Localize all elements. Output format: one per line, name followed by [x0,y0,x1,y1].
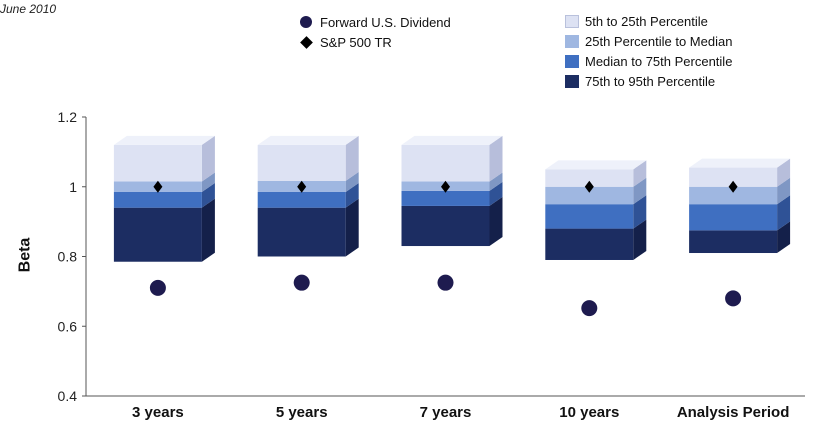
box-top-face [545,160,647,170]
box-side-face [201,172,215,192]
y-tick-label: 1 [69,179,77,195]
dividend-dot-marker [149,279,166,296]
box-side-face [777,177,791,205]
box-segment [689,230,778,254]
box-side-face [489,135,503,182]
legend-item-band-4: 75th to 95th Percentile [565,71,732,91]
legend-item-band-2: 25th Percentile to Median [565,31,732,51]
box-segment [113,144,202,182]
box-segment [689,204,778,231]
dividend-dot-marker [293,274,310,291]
x-category-label: 7 years [420,404,472,421]
box-side-face [489,181,503,206]
dividend-dot-marker [437,274,454,291]
dividend-dot-marker [581,300,598,317]
box-side-face [633,195,647,229]
box-side-face [777,158,791,187]
box-top-face [113,135,215,145]
box-side-face [633,177,647,205]
date-note: June 2010 [0,2,57,16]
legend-label-band-4: 75th to 95th Percentile [585,73,716,89]
percentile-legend: 5th to 25th Percentile 25th Percentile t… [565,11,732,91]
box-side-face [345,135,359,181]
box-side-face [201,182,215,208]
x-category-label: 10 years [559,404,619,421]
box-top-face [401,135,503,145]
box-top-face [689,158,791,168]
box-side-face [345,198,359,257]
box-segment [113,207,202,262]
sp500-diamond-marker [297,180,307,193]
dividend-dot-marker [725,290,742,307]
sp500-diamond-marker [728,180,738,193]
box-segment [401,205,490,247]
box-side-face [489,196,503,247]
legend-label-dividend: Forward U.S. Dividend [320,14,451,30]
legend-label-sp500: S&P 500 TR [320,34,392,50]
legend-item-band-1: 5th to 25th Percentile [565,11,732,31]
box-top-face [257,135,359,145]
legend-label-band-1: 5th to 25th Percentile [585,13,708,29]
band-swatch-icon [565,14,579,28]
legend-item-band-3: Median to 75th Percentile [565,51,732,71]
box-segment [113,191,202,208]
box-side-face [777,195,791,231]
box-segment [257,207,346,257]
sp500-diamond-marker [153,180,163,193]
band-swatch-icon [565,54,579,68]
box-side-face [489,172,503,191]
y-tick-label: 0.8 [58,249,78,265]
box-side-face [201,135,215,182]
box-side-face [345,171,359,192]
box-segment [401,144,490,182]
box-segment [545,228,634,260]
legend-label-band-3: Median to 75th Percentile [585,53,733,69]
box-segment [545,169,634,187]
box-segment [401,190,490,206]
x-category-label: Analysis Period [677,404,790,421]
box-side-face [633,219,647,260]
legend-item-dividend: Forward U.S. Dividend [300,12,451,32]
box-side-face [777,221,791,254]
box-segment [545,186,634,205]
legend-item-sp500: S&P 500 TR [300,32,451,52]
x-category-label: 5 years [276,404,328,421]
band-swatch-icon [565,74,579,88]
box-side-face [633,160,647,187]
band-swatch-icon [565,34,579,48]
box-side-face [201,198,215,262]
y-tick-label: 0.6 [58,318,78,334]
box-side-face [345,182,359,208]
sp500-diamond-marker [584,180,594,193]
box-segment [545,204,634,229]
y-tick-label: 0.4 [58,388,78,404]
box-segment [257,191,346,208]
y-tick-label: 1.2 [58,109,78,125]
box-segment [257,144,346,181]
circle-marker-icon [300,16,312,28]
box-segment [689,186,778,205]
marker-legend: Forward U.S. Dividend S&P 500 TR [300,12,451,52]
sp500-diamond-marker [441,180,450,193]
x-category-label: 3 years [132,404,184,421]
legend-label-band-2: 25th Percentile to Median [585,33,733,49]
box-segment [689,167,778,187]
